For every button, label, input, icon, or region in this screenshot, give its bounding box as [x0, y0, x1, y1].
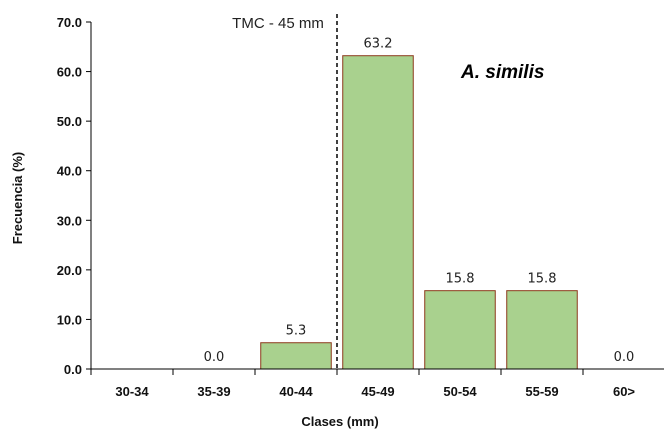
plot-area: 0.0 10.0 20.0 30.0 40.0 50.0 60.0 70.0 30-34 0.0 3…: [57, 14, 664, 399]
data-label: 0.0: [204, 350, 225, 365]
y-tick-label: 30.0: [57, 213, 82, 228]
bar: [506, 290, 578, 370]
y-tick-label: 50.0: [57, 114, 82, 129]
species-annotation: A. similis: [460, 62, 544, 83]
reference-line-label: TMC - 45 mm: [232, 15, 324, 32]
x-tick-label: 30-34: [115, 384, 149, 399]
x-tick-label: 55-59: [525, 384, 558, 399]
y-axis-title: Frecuencia (%): [10, 152, 25, 244]
y-tick-label: 0.0: [64, 362, 82, 377]
data-label: 15.8: [528, 272, 557, 287]
bar: [342, 55, 414, 370]
y-tick-label: 60.0: [57, 65, 82, 80]
data-label: 0.0: [614, 350, 635, 365]
x-axis-title: Clases (mm): [301, 414, 378, 429]
x-tick-label: 60>: [613, 384, 635, 399]
x-tick-label: 45-49: [361, 384, 394, 399]
y-tick-label: 20.0: [57, 263, 82, 278]
x-tick-label: 35-39: [197, 384, 230, 399]
x-tick-label: 40-44: [279, 384, 313, 399]
y-tick-label: 70.0: [57, 15, 82, 30]
bar: [424, 290, 496, 370]
bar: [260, 342, 332, 370]
data-label: 63.2: [364, 37, 393, 52]
x-tick-label: 50-54: [443, 384, 477, 399]
y-tick-label: 40.0: [57, 164, 82, 179]
data-label: 15.8: [446, 272, 475, 287]
y-tick-label: 10.0: [57, 312, 82, 327]
data-label: 5.3: [286, 324, 307, 339]
